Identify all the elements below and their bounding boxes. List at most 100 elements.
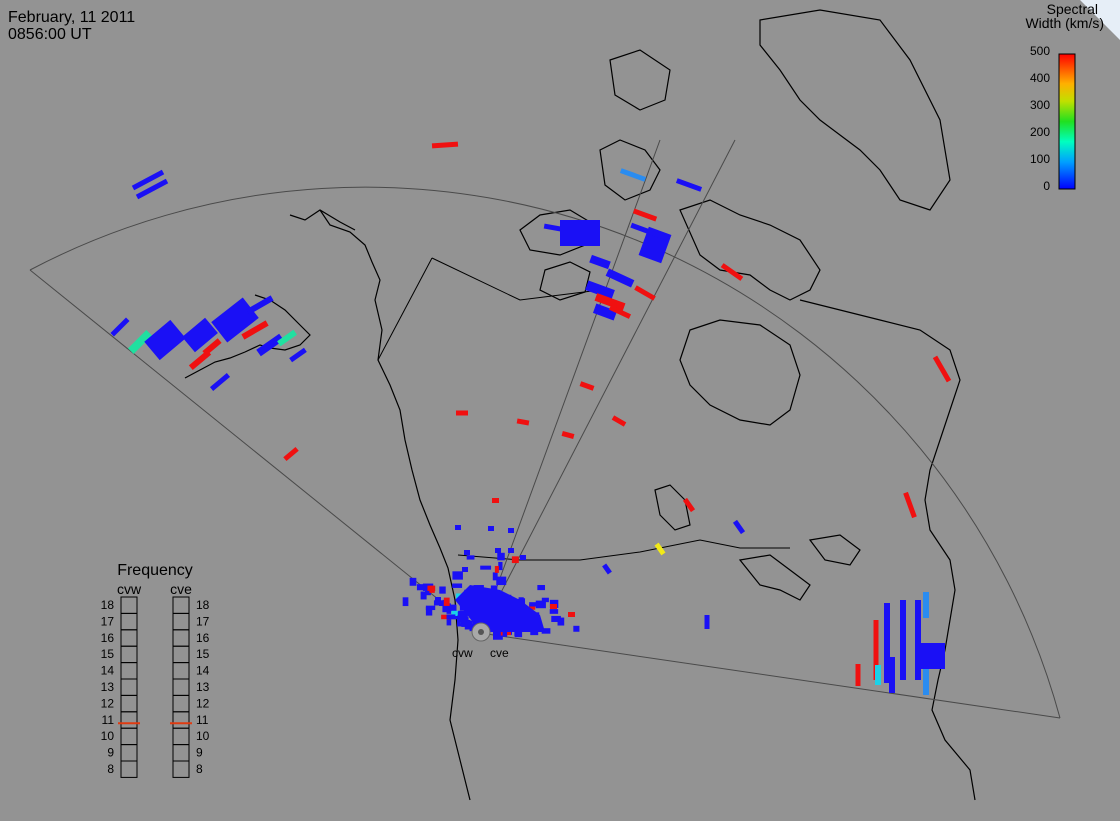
- radar-echo: [592, 303, 618, 321]
- radar-site-center: [478, 629, 484, 635]
- radar-echo-near: [425, 605, 436, 611]
- radar-echo: [110, 317, 130, 337]
- radar-echo: [579, 381, 595, 391]
- radar-echo-near: [435, 597, 441, 602]
- radar-echo-near: [429, 585, 435, 593]
- radar-echo-near: [497, 552, 505, 561]
- radar-echo-near: [549, 599, 559, 608]
- colorbar-tick-500: 500: [1030, 44, 1050, 58]
- radar-echoes: [110, 141, 952, 695]
- colorbar-tick-400: 400: [1030, 71, 1050, 85]
- frequency-label-right: 11: [196, 713, 209, 727]
- radar-echo: [634, 285, 656, 301]
- radar-echo: [241, 320, 269, 340]
- radar-echo-near: [557, 617, 565, 626]
- frequency-box-cvw: [120, 711, 138, 729]
- frequency-label-right: 9: [196, 746, 203, 760]
- colorbar-tick-200: 200: [1030, 125, 1050, 139]
- radar-echo-fan: [455, 585, 545, 632]
- arctic-islands-2: [599, 139, 661, 201]
- radar-echo: [289, 347, 307, 363]
- radar-echo-near: [496, 576, 507, 586]
- coastlines: [184, 9, 976, 801]
- radar-echo: [682, 497, 696, 513]
- frequency-scales: [120, 596, 190, 778]
- radar-echo-near: [446, 616, 452, 626]
- frequency-label-left: 14: [101, 664, 115, 678]
- arctic-islands-4: [609, 49, 671, 111]
- radar-echo-near: [442, 603, 451, 613]
- radar-echo: [277, 329, 297, 347]
- radar-echo: [135, 178, 169, 200]
- frequency-box-cvw: [120, 760, 138, 778]
- radar-echo-near: [439, 586, 446, 594]
- frequency-box-cvw: [120, 727, 138, 746]
- radar-label-cve: cve: [490, 646, 509, 660]
- radar-echo: [608, 305, 632, 319]
- colorbar-tick-300: 300: [1030, 98, 1050, 112]
- radar-echo: [654, 542, 666, 556]
- frequency-label-right: 14: [196, 664, 210, 678]
- radar-echo-near: [551, 615, 561, 622]
- radar-echo-near: [573, 625, 580, 632]
- radar-echo: [923, 592, 929, 618]
- radar-echo-near: [493, 630, 503, 640]
- frequency-label-left: 18: [101, 598, 115, 612]
- time-label: 0856:00 UT: [8, 26, 92, 43]
- radar-echo-near: [541, 597, 549, 603]
- radar-echo: [675, 178, 703, 192]
- colorbar-corner: [1080, 0, 1120, 40]
- radar-echo-near: [416, 584, 427, 591]
- radar-echo: [923, 669, 929, 695]
- frequency-title: Frequency: [117, 562, 193, 579]
- radar-echo-near: [508, 548, 514, 553]
- radar-site: cvw cve: [452, 622, 509, 660]
- radar-echo: [202, 338, 222, 356]
- radar-echo: [932, 355, 952, 383]
- radar-echo-near: [441, 614, 450, 620]
- radar-echo-near: [452, 583, 463, 588]
- fov-divider-2: [479, 139, 661, 634]
- frequency-col-west: cvw: [117, 581, 142, 597]
- radar-echo-near: [528, 603, 536, 610]
- radar-echo: [704, 615, 710, 629]
- radar-echo: [630, 222, 670, 242]
- frequency-box-cvw: [120, 662, 138, 680]
- radar-echo-near: [529, 602, 537, 607]
- frequency-box-cve: [172, 760, 190, 778]
- coast-alaska-north: [289, 209, 356, 231]
- frequency-box-cve: [172, 645, 190, 664]
- radar-echo-near: [448, 604, 457, 612]
- frequency-box-cvw: [120, 678, 138, 696]
- radar-echo: [605, 268, 635, 288]
- radar-echo: [456, 410, 468, 416]
- colorbar-gradient: [1058, 53, 1076, 190]
- colorbar-tick-100: 100: [1030, 152, 1050, 166]
- greenland: [759, 9, 951, 211]
- radar-echo: [543, 223, 567, 233]
- frequency-label-left: 13: [101, 680, 115, 694]
- radar-echo-near: [464, 620, 473, 630]
- radar-echo-near: [514, 629, 520, 637]
- radar-echo-near: [541, 628, 551, 634]
- hudson-bay: [679, 319, 801, 426]
- radar-echo-near: [511, 556, 519, 564]
- radar-echo: [211, 297, 259, 343]
- radar-echo-near: [466, 555, 475, 560]
- radar-echo: [602, 563, 612, 575]
- radar-echo-near: [452, 571, 463, 580]
- coast-west: [319, 209, 471, 801]
- frequency-box-cve: [172, 727, 190, 746]
- radar-echo-near: [550, 604, 557, 609]
- frequency-box-cvw: [120, 645, 138, 664]
- frequency-label-left: 11: [102, 713, 115, 727]
- frequency-box-cvw: [120, 596, 138, 614]
- radar-echo: [209, 373, 231, 391]
- lake-winnipeg: [654, 484, 691, 531]
- frequency-box-cve: [172, 629, 190, 647]
- radar-echo-near: [492, 572, 498, 581]
- radar-echo: [127, 329, 153, 355]
- frequency-label-left: 10: [101, 729, 115, 743]
